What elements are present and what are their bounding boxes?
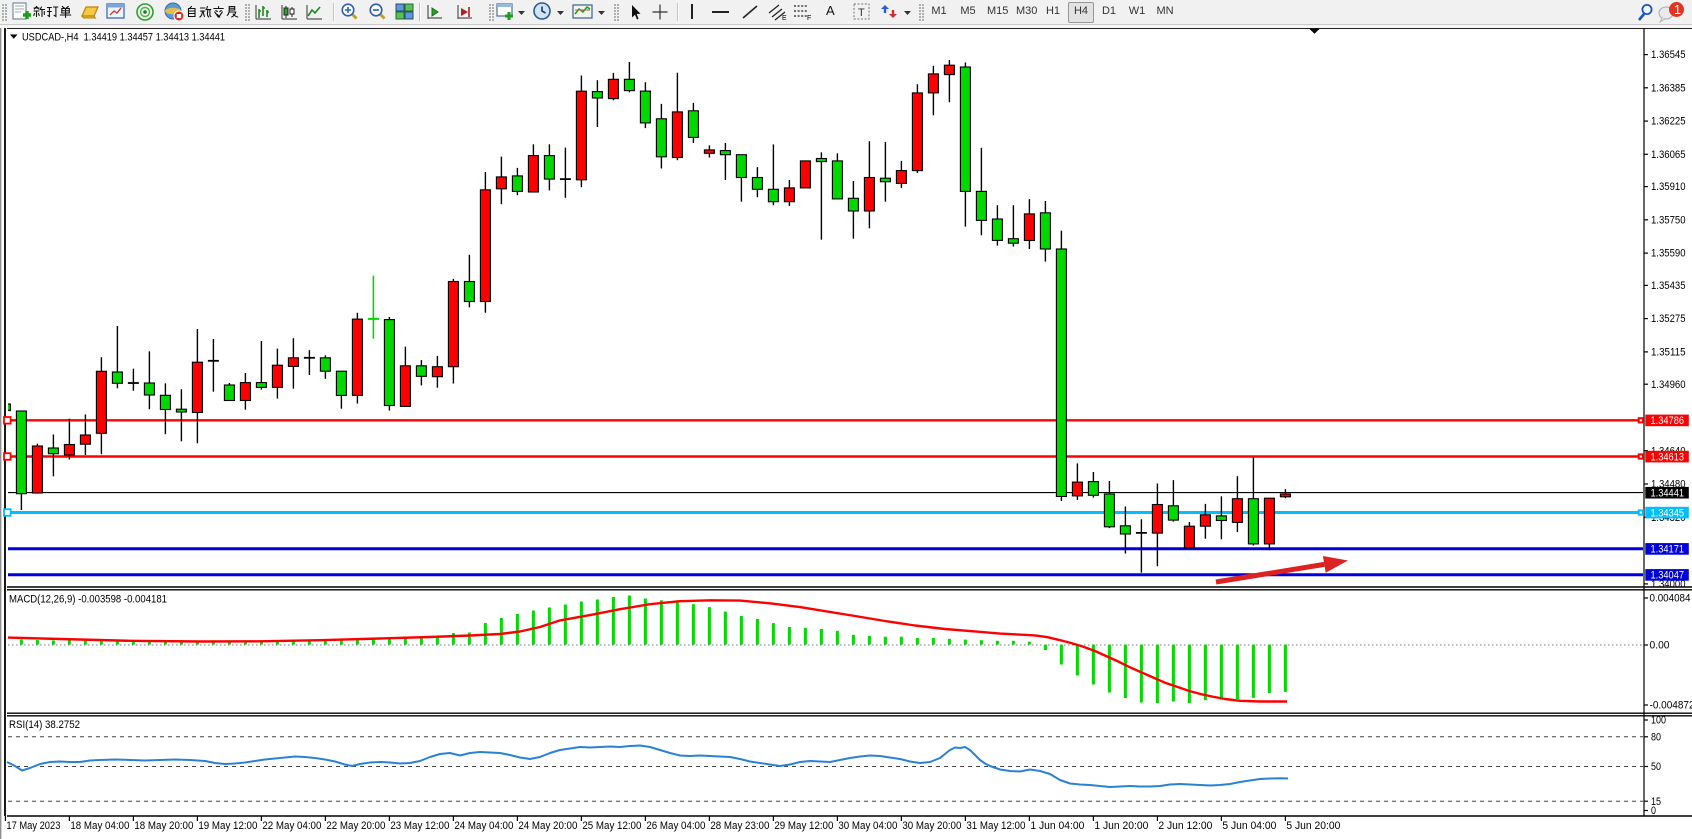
svg-text:2 Jun 12:00: 2 Jun 12:00: [1158, 820, 1212, 832]
svg-text:1.36225: 1.36225: [1651, 116, 1686, 128]
svg-text:24 May 20:00: 24 May 20:00: [518, 820, 577, 832]
svg-text:1.34000: 1.34000: [1651, 579, 1686, 591]
svg-text:1.36385: 1.36385: [1651, 82, 1686, 94]
svg-text:T: T: [858, 7, 865, 19]
svg-text:17 May 2023: 17 May 2023: [6, 820, 60, 832]
svg-text:-0.004872: -0.004872: [1650, 700, 1692, 712]
svg-text:30 May 20:00: 30 May 20:00: [902, 820, 961, 832]
svg-text:18 May 20:00: 18 May 20:00: [134, 820, 193, 832]
svg-text:15: 15: [1651, 796, 1661, 808]
svg-text:1.34786: 1.34786: [1651, 415, 1685, 427]
svg-text:26 May 04:00: 26 May 04:00: [646, 820, 705, 832]
svg-text:1.35910: 1.35910: [1651, 181, 1686, 193]
svg-text:1.35115: 1.35115: [1651, 347, 1686, 359]
svg-text:29 May 12:00: 29 May 12:00: [774, 820, 833, 832]
svg-text:30 May 04:00: 30 May 04:00: [838, 820, 897, 832]
svg-text:24 May 04:00: 24 May 04:00: [454, 820, 513, 832]
svg-text:1 Jun 20:00: 1 Jun 20:00: [1094, 820, 1148, 832]
svg-text:1.35590: 1.35590: [1651, 248, 1686, 260]
svg-text:1.35275: 1.35275: [1651, 313, 1686, 325]
svg-text:5 Jun 04:00: 5 Jun 04:00: [1222, 820, 1276, 832]
svg-text:80: 80: [1651, 731, 1661, 743]
svg-text:50: 50: [1651, 761, 1661, 773]
svg-text:1.34047: 1.34047: [1651, 570, 1685, 582]
svg-text:1 Jun 04:00: 1 Jun 04:00: [1030, 820, 1084, 832]
svg-text:19 May 12:00: 19 May 12:00: [198, 820, 257, 832]
svg-text:1.34960: 1.34960: [1651, 379, 1686, 391]
svg-text:22 May 20:00: 22 May 20:00: [326, 820, 385, 832]
svg-text:1.35750: 1.35750: [1651, 214, 1686, 226]
svg-text:31 May 12:00: 31 May 12:00: [966, 820, 1025, 832]
svg-text:0.00: 0.00: [1650, 640, 1670, 652]
svg-text:25 May 12:00: 25 May 12:00: [582, 820, 641, 832]
svg-text:0: 0: [1651, 805, 1656, 817]
svg-text:1.34441: 1.34441: [1651, 488, 1685, 500]
svg-text:1: 1: [1674, 3, 1681, 17]
svg-text:100: 100: [1651, 715, 1666, 727]
svg-text:22 May 04:00: 22 May 04:00: [262, 820, 321, 832]
svg-text:5 Jun 20:00: 5 Jun 20:00: [1286, 820, 1340, 832]
svg-text:1.34171: 1.34171: [1651, 544, 1685, 556]
svg-text:1.35435: 1.35435: [1651, 280, 1686, 292]
svg-text:F: F: [807, 15, 811, 21]
svg-text:23 May 12:00: 23 May 12:00: [390, 820, 449, 832]
svg-text:MACD(12,26,9) -0.003598 -0.004: MACD(12,26,9) -0.003598 -0.004181: [9, 594, 167, 606]
svg-text:1.36545: 1.36545: [1651, 49, 1686, 61]
svg-text:0.004084: 0.004084: [1650, 593, 1691, 605]
svg-text:RSI(14) 38.2752: RSI(14) 38.2752: [9, 719, 80, 731]
svg-text:USDCAD-,H4 1.34419 1.34457 1.: USDCAD-,H4 1.34419 1.34457 1.34413 1.344…: [22, 32, 225, 44]
svg-text:28 May 23:00: 28 May 23:00: [710, 820, 769, 832]
svg-text:E: E: [782, 15, 787, 21]
svg-text:1.36065: 1.36065: [1651, 149, 1686, 161]
svg-text:18 May 04:00: 18 May 04:00: [70, 820, 129, 832]
svg-text:1.34613: 1.34613: [1651, 451, 1685, 463]
svg-text:1.34345: 1.34345: [1651, 507, 1685, 519]
